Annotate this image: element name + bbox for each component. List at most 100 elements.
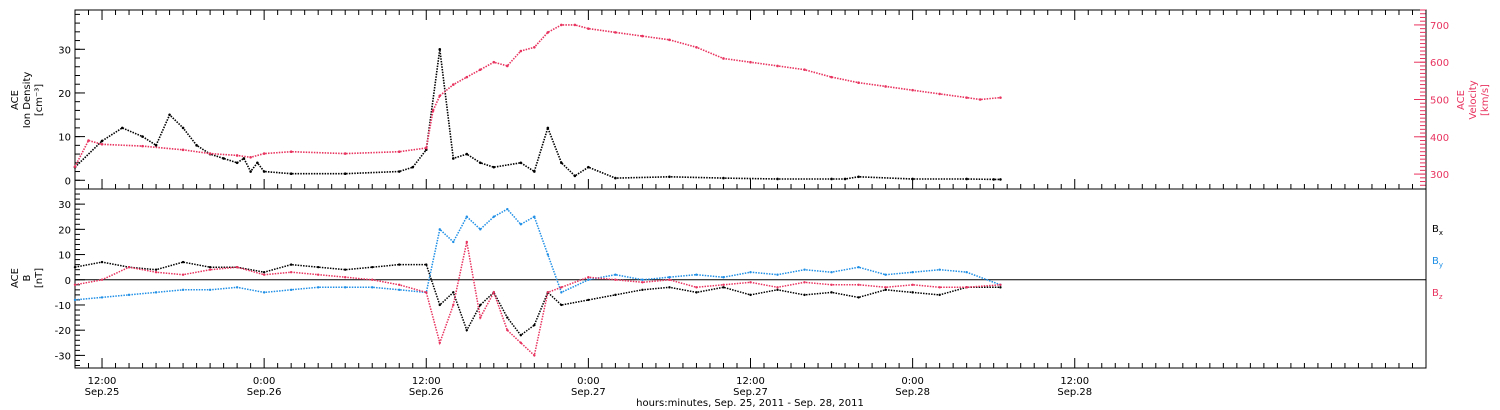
data-point: [465, 328, 468, 332]
series-trace: [74, 49, 1001, 181]
data-point: [560, 161, 563, 165]
data-point: [573, 174, 577, 178]
series-ion-density: [73, 47, 1002, 181]
data-point: [519, 334, 523, 337]
data-point: [208, 152, 212, 155]
b-component-legend: Bx By Bz: [1432, 224, 1443, 301]
density-axis-label-line1: ACE: [10, 90, 21, 110]
data-point: [87, 139, 90, 142]
data-point: [614, 31, 617, 34]
data-point: [519, 161, 523, 165]
data-point: [722, 276, 725, 279]
x-tick-date: Sep.28: [1057, 387, 1092, 398]
data-point: [451, 83, 455, 86]
data-point: [235, 265, 239, 269]
data-point: [911, 283, 914, 287]
x-tick-time: 12:00: [412, 376, 441, 387]
data-point: [884, 288, 887, 292]
data-point: [249, 156, 252, 159]
data-point: [256, 161, 259, 165]
data-point: [911, 177, 914, 181]
velocity-tick-label: 500: [1430, 96, 1449, 107]
data-point: [316, 265, 320, 269]
data-point: [857, 81, 860, 85]
x-tick-time: 12:00: [1060, 376, 1089, 387]
data-point: [573, 23, 577, 27]
data-point: [479, 316, 482, 319]
data-point: [978, 98, 982, 101]
data-point: [614, 176, 617, 180]
data-point: [999, 286, 1002, 289]
data-point: [938, 268, 941, 271]
data-point: [235, 161, 239, 165]
data-point: [776, 288, 779, 292]
data-point: [560, 23, 563, 27]
data-point: [371, 278, 374, 281]
data-point: [668, 286, 671, 289]
time-axis-title: hours:minutes, Sep. 25, 2011 - Sep. 28, …: [636, 398, 864, 409]
b-tick-label: 10: [58, 251, 71, 262]
data-point: [289, 263, 293, 266]
b-axis-label-line3: [nT]: [34, 268, 45, 288]
data-point: [479, 228, 482, 231]
b-tick-label: 30: [58, 200, 71, 211]
x-tick-date: Sep.27: [571, 387, 606, 398]
data-point: [560, 303, 563, 307]
data-point: [371, 265, 374, 269]
data-point: [127, 265, 131, 269]
data-point: [546, 291, 550, 294]
x-tick-date: Sep.28: [895, 387, 930, 398]
x-tick-date: Sep.25: [85, 387, 120, 398]
data-point: [519, 223, 523, 226]
data-point: [546, 31, 550, 34]
data-point: [154, 268, 158, 271]
data-point: [262, 273, 266, 276]
data-point: [181, 126, 185, 130]
velocity-axis: 300 400 500 600 700: [1414, 9, 1449, 190]
data-point: [127, 293, 131, 297]
data-point: [999, 96, 1002, 99]
data-point: [546, 253, 550, 256]
x-tick-date: Sep.27: [733, 387, 768, 398]
data-point: [141, 144, 144, 148]
data-point: [857, 175, 860, 179]
data-point: [479, 68, 482, 71]
bottom-panel-frame: [74, 188, 1427, 369]
data-point: [262, 270, 266, 274]
data-point: [452, 240, 455, 244]
data-point: [452, 303, 455, 307]
b-field-axis: -30 -20 -10 0 10 20 30: [55, 193, 1426, 366]
b-tick-label: 20: [58, 225, 71, 236]
data-point: [100, 260, 104, 264]
data-point: [141, 135, 144, 138]
x-tick-time: 0:00: [901, 376, 923, 387]
data-point: [465, 152, 469, 156]
data-point: [843, 177, 847, 181]
data-point: [154, 291, 158, 294]
data-point: [999, 283, 1002, 287]
data-point: [492, 165, 496, 169]
b-axis-label-line2: B: [22, 274, 33, 281]
data-point: [533, 45, 536, 49]
data-point: [776, 286, 779, 289]
data-point: [965, 177, 968, 181]
data-point: [749, 293, 752, 297]
density-axis: 0 10 20 30: [58, 13, 85, 187]
data-point: [695, 273, 698, 276]
data-point: [235, 286, 239, 289]
density-tick-label: 20: [58, 89, 71, 100]
data-point: [803, 268, 806, 271]
data-point: [911, 291, 914, 294]
data-point: [316, 286, 320, 289]
data-point: [830, 177, 833, 181]
data-point: [506, 316, 509, 319]
data-point: [506, 64, 509, 68]
data-point: [749, 60, 752, 64]
data-point: [371, 286, 374, 289]
velocity-tick-label: 400: [1430, 133, 1449, 144]
data-point: [614, 278, 617, 281]
data-point: [465, 75, 469, 79]
x-tick-time: 0:00: [577, 376, 599, 387]
data-point: [830, 291, 833, 294]
data-point: [235, 154, 239, 157]
